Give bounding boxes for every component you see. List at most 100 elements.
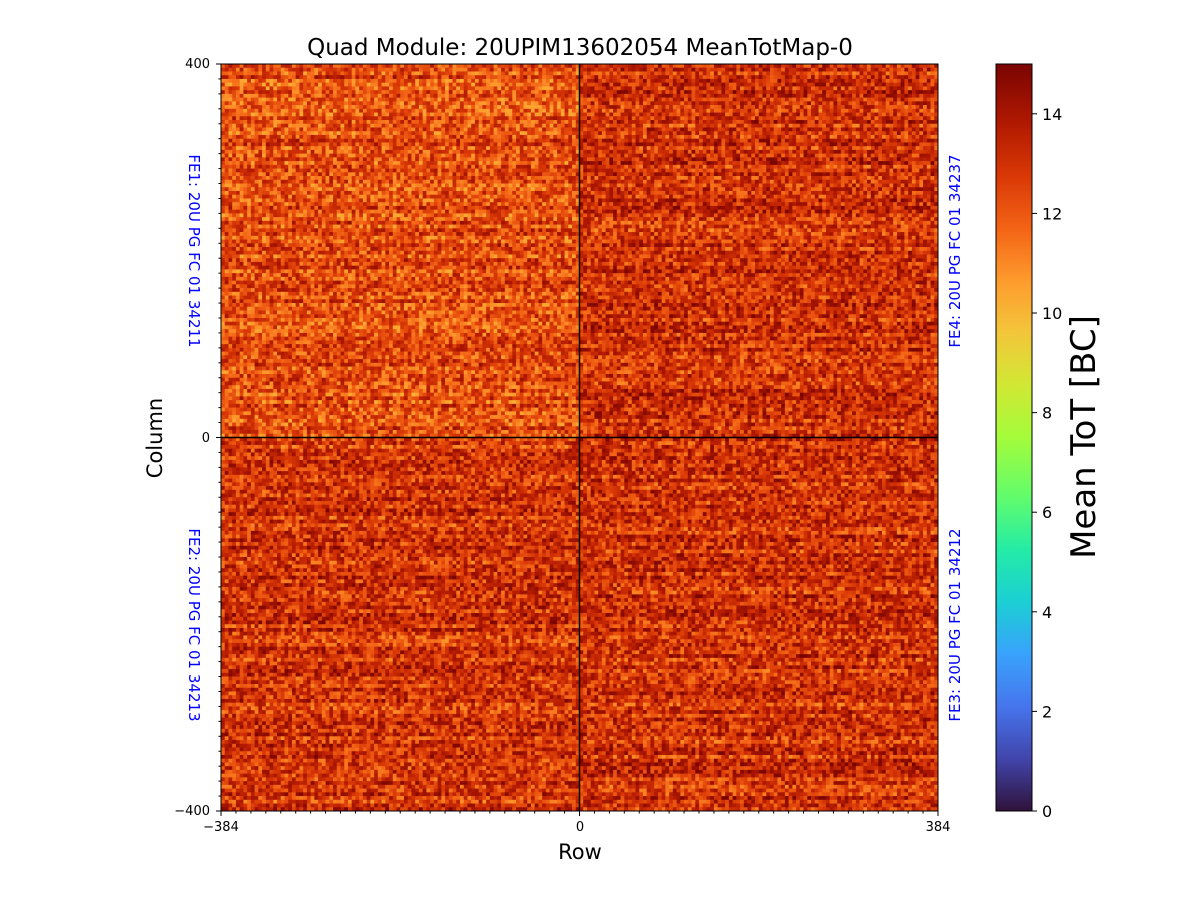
heatmap-cell [504, 86, 509, 91]
heatmap-cell [295, 134, 300, 140]
heatmap-cell [463, 217, 468, 222]
heatmap-cell [512, 71, 517, 76]
heatmap-cell [527, 123, 532, 128]
heatmap-cell [329, 187, 334, 192]
heatmap-cell [575, 67, 580, 72]
heatmap-cell [549, 161, 554, 166]
heatmap-cell [463, 224, 468, 229]
heatmap-cell [467, 97, 472, 102]
heatmap-cell [232, 176, 237, 181]
heatmap-cell [452, 116, 457, 121]
heatmap-cell [321, 93, 326, 98]
heatmap-cell [265, 93, 270, 98]
heatmap-cell [396, 134, 401, 140]
heatmap-cell [560, 123, 565, 128]
heatmap-cell [359, 127, 364, 132]
heatmap-cell [572, 86, 577, 91]
heatmap-cell [545, 224, 550, 229]
heatmap-cell [467, 82, 472, 87]
heatmap-cell [433, 93, 438, 98]
heatmap-cell [321, 142, 326, 147]
heatmap-cell [538, 164, 543, 169]
heatmap-cell [426, 142, 431, 147]
heatmap-cell [333, 120, 338, 125]
heatmap-cell [452, 138, 457, 143]
heatmap-cell [396, 75, 401, 80]
heatmap-cell [430, 161, 435, 166]
heatmap-cell [396, 220, 401, 225]
heatmap-cell [426, 127, 431, 132]
heatmap-cell [445, 217, 450, 222]
heatmap-cell [325, 239, 330, 244]
heatmap-cell [325, 71, 330, 76]
heatmap-cell [262, 202, 267, 207]
heatmap-cell [486, 250, 491, 255]
heatmap-cell [232, 67, 237, 72]
heatmap-cell [303, 202, 308, 207]
heatmap-cell [557, 146, 562, 151]
heatmap-cell [344, 220, 349, 225]
heatmap-cell [549, 209, 554, 214]
heatmap-cell [374, 75, 379, 80]
heatmap-cell [284, 105, 289, 110]
heatmap-cell [306, 187, 311, 192]
heatmap-cell [284, 78, 289, 84]
heatmap-cell [321, 138, 326, 143]
heatmap-cell [258, 67, 263, 72]
heatmap-cell [333, 198, 338, 203]
heatmap-cell [377, 202, 382, 207]
heatmap-cell [564, 176, 569, 181]
heatmap-cell [557, 123, 562, 128]
heatmap-cell [512, 149, 517, 154]
heatmap-cell [467, 138, 472, 143]
heatmap-cell [523, 198, 528, 203]
heatmap-cell [530, 213, 536, 218]
heatmap-cell [318, 142, 323, 147]
heatmap-cell [403, 134, 409, 140]
heatmap-cell [269, 64, 274, 69]
heatmap-cell [482, 157, 487, 162]
heatmap-cell [329, 228, 334, 233]
heatmap-cell [250, 250, 255, 255]
heatmap-cell [336, 220, 341, 225]
heatmap-cell [400, 71, 405, 76]
heatmap-cell [497, 168, 502, 173]
heatmap-cell [527, 67, 532, 72]
heatmap-cell [497, 97, 502, 102]
heatmap-cell [418, 217, 423, 222]
heatmap-cell [545, 149, 550, 154]
heatmap-cell [224, 67, 229, 72]
heatmap-cell [366, 168, 371, 173]
heatmap-cell [486, 247, 491, 252]
heatmap-cell [262, 134, 267, 140]
heatmap-cell [549, 198, 554, 203]
heatmap-cell [351, 183, 356, 188]
heatmap-cell [508, 179, 513, 184]
heatmap-cell [508, 90, 513, 95]
heatmap-cell [418, 108, 423, 113]
heatmap-cell [243, 108, 248, 113]
heatmap-cell [377, 232, 382, 237]
heatmap-cell [572, 123, 577, 128]
heatmap-cell [467, 232, 472, 237]
heatmap-cell [239, 198, 244, 203]
heatmap-cell [254, 157, 259, 162]
heatmap-cell [482, 67, 487, 72]
heatmap-cell [575, 71, 580, 76]
heatmap-cell [493, 78, 498, 84]
heatmap-cell [370, 105, 375, 110]
heatmap-cell [362, 176, 367, 181]
heatmap-cell [527, 97, 532, 102]
heatmap-cell [347, 213, 353, 218]
heatmap-cell [318, 157, 323, 162]
heatmap-cell [530, 224, 536, 229]
heatmap-cell [437, 164, 442, 169]
heatmap-cell [508, 183, 513, 188]
heatmap-cell [247, 75, 252, 80]
heatmap-cell [463, 105, 468, 110]
heatmap-cell [474, 202, 480, 207]
heatmap-cell [519, 75, 524, 80]
heatmap-cell [478, 138, 483, 143]
heatmap-cell [527, 146, 532, 151]
heatmap-cell [221, 116, 226, 121]
